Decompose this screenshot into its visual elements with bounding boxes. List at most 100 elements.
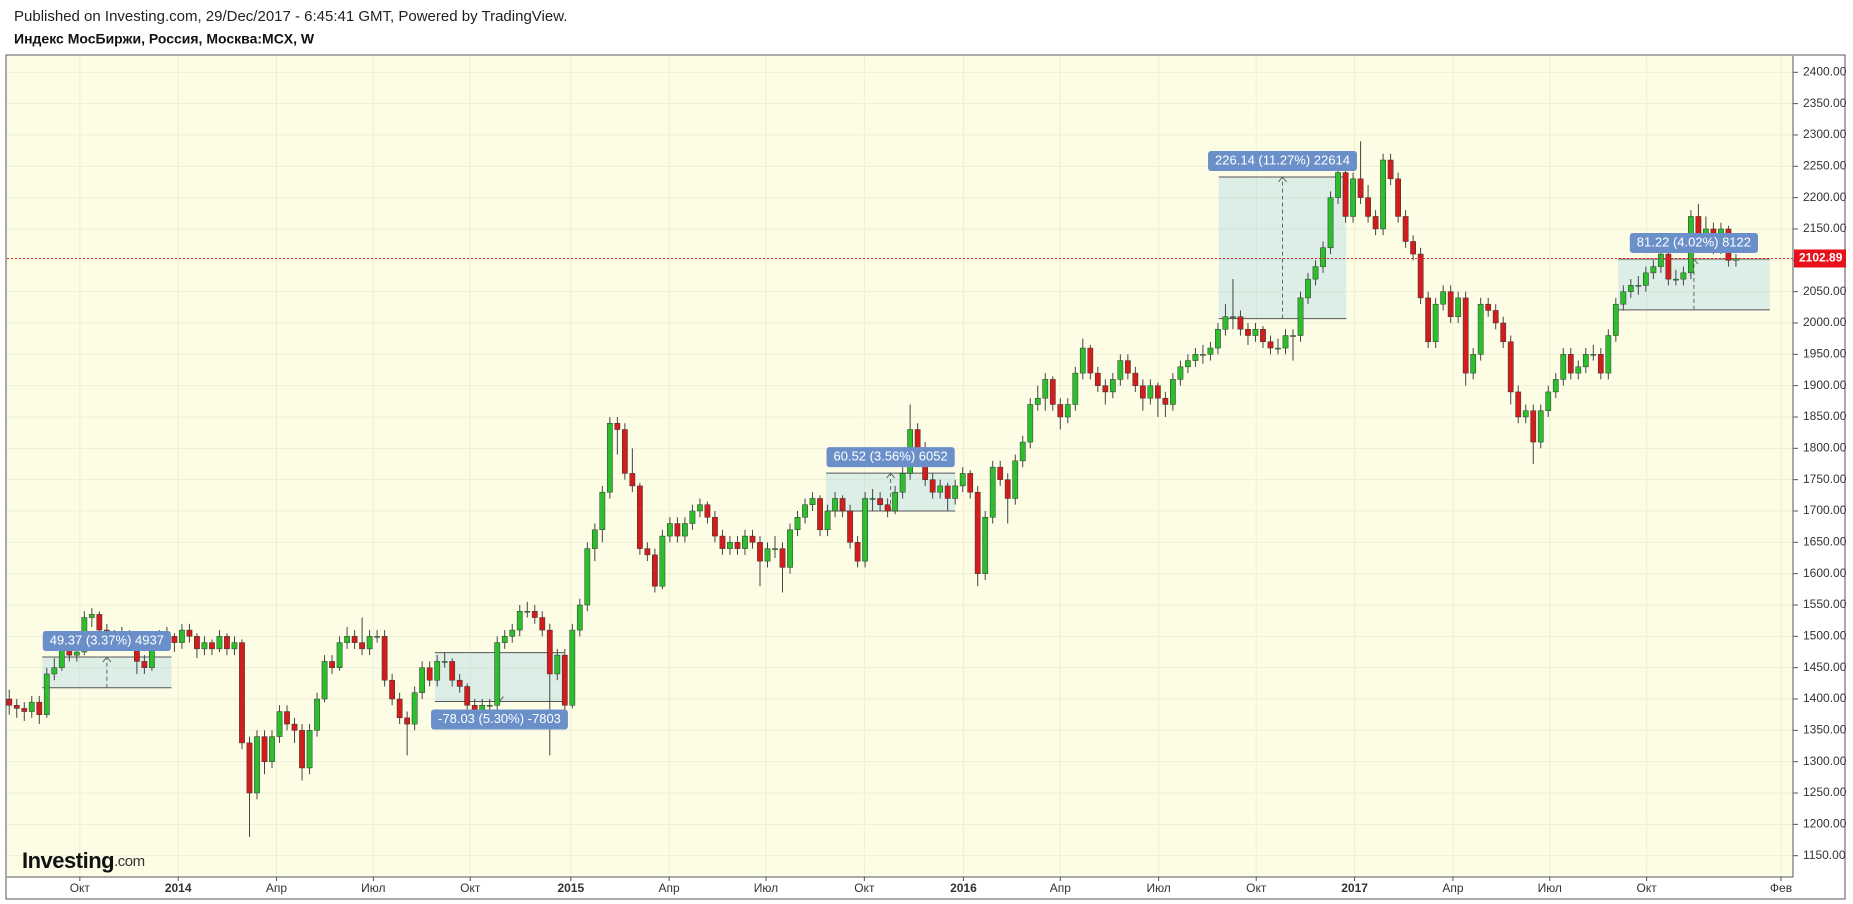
x-tick-label: Апр (659, 881, 681, 895)
candle-body (374, 636, 380, 638)
candle-body (1605, 335, 1612, 374)
y-tick-label: 1300.00 (1803, 754, 1847, 768)
candle-body (1327, 197, 1334, 249)
candle-body (1657, 253, 1664, 267)
candle-body (239, 642, 245, 744)
candle-body (1094, 372, 1101, 386)
y-tick-label: 1650.00 (1803, 535, 1847, 549)
y-tick-label: 1800.00 (1803, 440, 1847, 454)
candle-body (569, 629, 576, 706)
x-tick-label: 2017 (1341, 881, 1368, 895)
candle-body (1019, 441, 1026, 462)
candle-body (1620, 291, 1627, 305)
candle-body (854, 542, 861, 562)
candle-body (937, 485, 944, 493)
candle-body (974, 491, 981, 574)
candle-body (1552, 379, 1559, 393)
candle-body (584, 548, 591, 606)
candle-body (621, 429, 628, 474)
candle-body (306, 730, 313, 769)
candle-body (809, 498, 816, 505)
candle-body (1252, 328, 1259, 336)
candle-body (1470, 354, 1477, 374)
candle-body (516, 611, 523, 631)
candle-body (1147, 385, 1154, 399)
candle-body (1245, 328, 1251, 336)
candle-body (1305, 278, 1311, 299)
measure-label-bg (431, 709, 568, 730)
candle-body (13, 705, 20, 709)
candle-body (1357, 178, 1364, 198)
candle-body (1492, 310, 1499, 324)
candle-body (1162, 397, 1169, 405)
candle-body (186, 629, 193, 637)
candle-body (28, 701, 35, 712)
candle-body (1124, 360, 1131, 374)
candle-body (877, 498, 883, 505)
x-tick-label: Июл (361, 881, 385, 895)
candle-body (216, 636, 223, 650)
candle-body (1515, 391, 1522, 418)
candle-body (749, 535, 756, 543)
candle-body (501, 636, 508, 643)
y-tick-label: 1700.00 (1803, 503, 1847, 517)
candle-body (997, 466, 1004, 480)
x-tick-label: 2014 (165, 881, 192, 895)
measure-label-bg (1208, 150, 1357, 171)
candle-body (606, 423, 613, 493)
candle-body (276, 711, 283, 737)
candle-body (261, 736, 268, 762)
candle-body (58, 648, 65, 668)
candle-body (1290, 335, 1296, 337)
x-tick-label: Июл (754, 881, 778, 895)
candle-body (1012, 460, 1019, 499)
y-tick-label: 1750.00 (1803, 472, 1847, 486)
x-tick-label: Апр (1050, 881, 1072, 895)
y-tick-label: 1350.00 (1803, 723, 1847, 737)
candle-body (1627, 285, 1634, 292)
candle-body (1612, 303, 1619, 336)
candle-body (1365, 197, 1371, 217)
candle-body (179, 629, 185, 643)
candle-body (719, 535, 726, 549)
candle-body (291, 723, 298, 731)
measure-label: 81.22 (4.02%) 8122 (1629, 233, 1759, 254)
candle-body (231, 642, 238, 650)
candle-body (1215, 328, 1221, 349)
candle-body (546, 629, 553, 675)
candle-body (359, 642, 365, 650)
candle-body (869, 498, 876, 500)
candle-body (1177, 366, 1184, 380)
candle-body (419, 667, 426, 693)
x-tick-label: 2015 (557, 881, 584, 895)
candle-body (697, 504, 703, 512)
candle-body (321, 661, 328, 700)
x-tick-label: Июл (1538, 881, 1562, 895)
candle-body (284, 711, 290, 725)
measure-label-text: 60.52 (3.56%) 6052 (834, 449, 948, 464)
candle-body (1680, 272, 1687, 280)
x-tick-label: Окт (1246, 881, 1267, 895)
logo: Investing.com (22, 848, 145, 873)
measure-label-text: 81.22 (4.02%) 8122 (1637, 234, 1751, 249)
y-tick-label: 1550.00 (1803, 597, 1847, 611)
y-tick-label: 1400.00 (1803, 691, 1847, 705)
candle-body (1402, 216, 1409, 242)
axes: 1150.00 1200.00 1250.00 1300.00 1350.00 1400.… (7, 56, 1847, 895)
candle-body (299, 730, 305, 769)
candle-body (366, 636, 373, 650)
y-tick-label: 1850.00 (1803, 409, 1847, 423)
candle-body (1455, 297, 1462, 317)
candle-body (43, 673, 50, 715)
candle-body (51, 667, 58, 675)
y-tick-label: 2200.00 (1803, 190, 1847, 204)
y-tick-label: 2300.00 (1803, 127, 1847, 141)
y-tick-label: 2000.00 (1803, 315, 1847, 329)
candle-body (734, 542, 741, 549)
y-tick-label: 2400.00 (1803, 64, 1847, 78)
measure-label: 60.52 (3.56%) 6052 (826, 447, 955, 468)
measure-arrowhead (102, 656, 112, 663)
x-tick-label: Апр (1442, 881, 1464, 895)
candle-body (209, 642, 215, 650)
candle-body (1432, 303, 1439, 343)
